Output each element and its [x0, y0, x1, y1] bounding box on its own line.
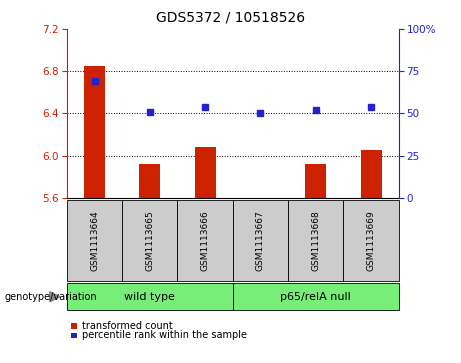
Bar [195, 147, 216, 198]
Text: GSM1113664: GSM1113664 [90, 210, 99, 271]
Text: GSM1113667: GSM1113667 [256, 210, 265, 271]
Bar [361, 150, 382, 198]
Text: GSM1113665: GSM1113665 [145, 210, 154, 271]
Text: p65/relA null: p65/relA null [280, 292, 351, 302]
Text: transformed count: transformed count [82, 321, 172, 331]
Text: GDS5372 / 10518526: GDS5372 / 10518526 [156, 11, 305, 25]
Bar [305, 164, 326, 198]
Text: wild type: wild type [124, 292, 175, 302]
Text: GSM1113668: GSM1113668 [311, 210, 320, 271]
Text: percentile rank within the sample: percentile rank within the sample [82, 330, 247, 340]
Bar [250, 198, 271, 202]
Bar [84, 66, 105, 198]
Text: GSM1113669: GSM1113669 [366, 210, 376, 271]
Bar [139, 164, 160, 198]
Text: genotype/variation: genotype/variation [5, 292, 97, 302]
Text: GSM1113666: GSM1113666 [201, 210, 210, 271]
